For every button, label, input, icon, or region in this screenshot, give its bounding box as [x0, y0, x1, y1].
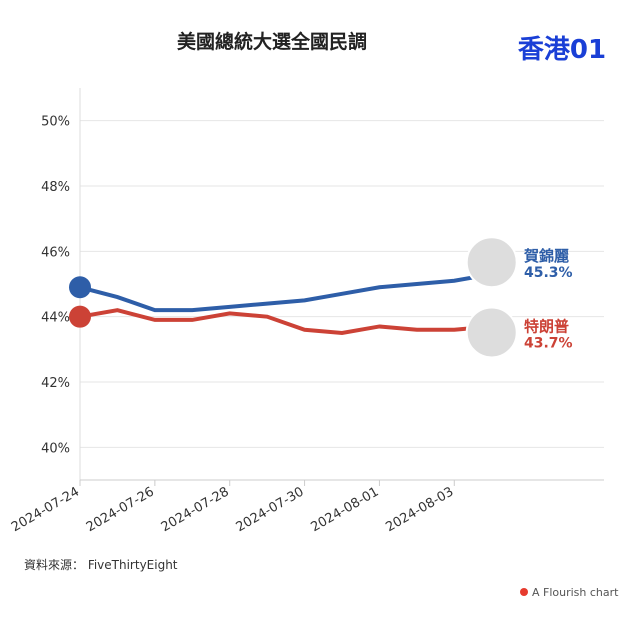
source: 資料來源： FiveThirtyEight: [24, 558, 178, 572]
chart-title: 美國總統大選全國民調: [177, 30, 367, 53]
avatar: [465, 236, 518, 289]
start-dot: [69, 305, 91, 328]
start-dot: [69, 276, 91, 299]
series-name: 賀錦麗: [523, 247, 569, 265]
x-tick-label: 2024-07-26: [84, 484, 157, 535]
y-tick-label: 46%: [41, 245, 70, 260]
value-label: 45.3%: [524, 265, 573, 281]
series-name: 特朗普: [524, 317, 569, 335]
x-tick-label: 2024-08-01: [308, 484, 381, 535]
line-series: [79, 272, 493, 313]
x-tick-label: 2024-07-28: [159, 484, 232, 535]
y-tick-label: 40%: [41, 441, 70, 456]
credit: A Flourish chart: [532, 586, 619, 599]
x-tick-label: 2024-07-30: [234, 484, 307, 535]
credit-icon: [520, 588, 528, 596]
x-tick-label: 2024-08-03: [383, 484, 456, 535]
y-tick-label: 44%: [41, 311, 70, 326]
line-series: [79, 308, 492, 336]
value-label: 43.7%: [524, 335, 573, 351]
y-tick-label: 42%: [41, 376, 70, 391]
x-tick-label: 2024-07-24: [9, 484, 82, 535]
avatar: [465, 306, 518, 359]
y-tick-label: 48%: [41, 180, 70, 195]
y-tick-label: 50%: [41, 115, 70, 130]
logo: 香港01: [518, 35, 606, 65]
